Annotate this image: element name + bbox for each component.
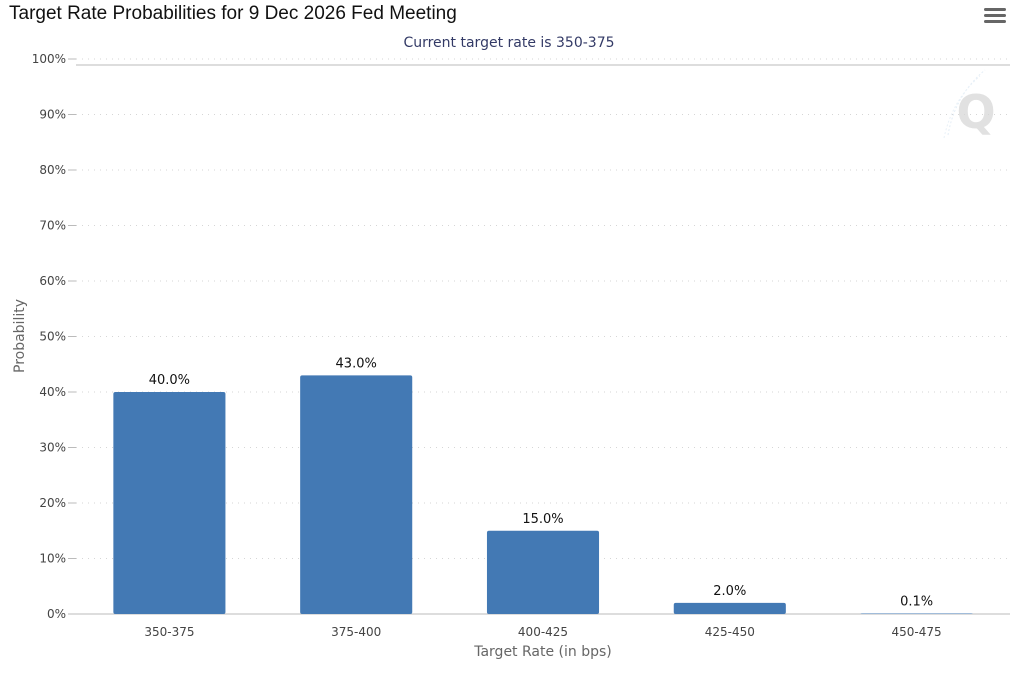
data-labels: 40.0% 43.0% 15.0% 2.0% 0.1% bbox=[149, 356, 933, 609]
y-tick-label: 100% bbox=[32, 52, 66, 66]
x-axis-title: Target Rate (in bps) bbox=[473, 644, 612, 660]
bar bbox=[860, 613, 973, 614]
y-tick-label: 10% bbox=[39, 552, 66, 566]
bar bbox=[673, 602, 786, 614]
y-tick-label: 90% bbox=[39, 108, 66, 122]
x-tick-label: 400-425 bbox=[518, 625, 568, 639]
page-title: Target Rate Probabilities for 9 Dec 2026… bbox=[9, 3, 457, 24]
data-label: 15.0% bbox=[522, 512, 563, 527]
bar bbox=[113, 392, 226, 614]
x-axis-ticks: 350-375 375-400 400-425 425-450 450-475 bbox=[144, 625, 941, 639]
y-tick-label: 60% bbox=[39, 274, 66, 288]
y-tick-label: 40% bbox=[39, 385, 66, 399]
q-logo-icon: Q bbox=[943, 69, 996, 139]
data-label: 0.1% bbox=[900, 594, 933, 609]
data-label: 2.0% bbox=[713, 584, 746, 599]
y-tick-label: 0% bbox=[47, 607, 66, 621]
data-label: 43.0% bbox=[336, 356, 377, 371]
bars bbox=[113, 375, 973, 614]
y-tick-label: 20% bbox=[39, 496, 66, 510]
y-tick-label: 80% bbox=[39, 163, 66, 177]
x-tick-label: 425-450 bbox=[705, 625, 755, 639]
x-tick-label: 375-400 bbox=[331, 625, 381, 639]
y-tick-label: 30% bbox=[39, 441, 66, 455]
hamburger-menu-icon[interactable] bbox=[984, 8, 1006, 26]
y-axis-title: Probability bbox=[12, 299, 28, 373]
y-tick-label: 70% bbox=[39, 219, 66, 233]
bar bbox=[300, 375, 413, 614]
bar bbox=[486, 530, 600, 614]
x-tick-label: 350-375 bbox=[144, 625, 194, 639]
data-label: 40.0% bbox=[149, 373, 190, 388]
y-tick-label: 50% bbox=[39, 330, 66, 344]
x-tick-label: 450-475 bbox=[892, 625, 942, 639]
chart-subtitle: Current target rate is 350-375 bbox=[403, 35, 614, 51]
svg-text:Q: Q bbox=[956, 85, 995, 139]
y-axis-ticks: 0% 10% 20% 30% 40% 50% 60% 70% 80% 90% 100% bbox=[32, 52, 76, 621]
